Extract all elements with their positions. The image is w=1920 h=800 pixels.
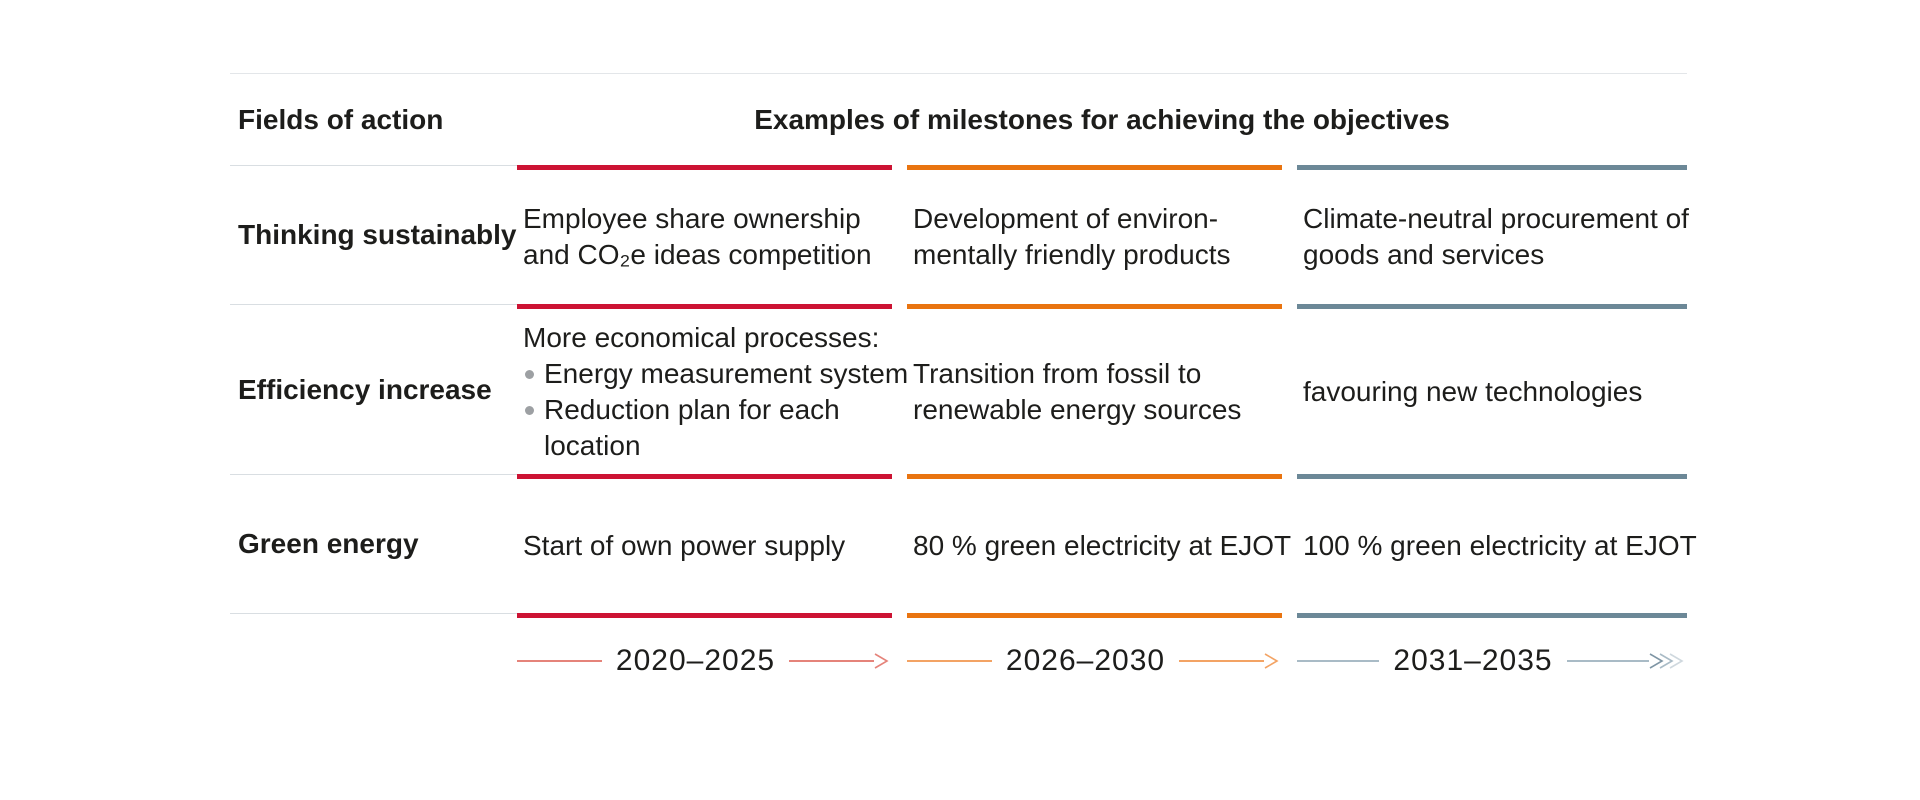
arrow-head-icon [1669, 652, 1684, 669]
table-row: Efficiency increase More economical proce… [230, 304, 1687, 474]
milestone-cell: Start of own power supply [517, 474, 892, 613]
column-gap [892, 613, 907, 703]
column-gap [1282, 165, 1297, 304]
milestone-text: More economical processes: [523, 321, 880, 353]
arrow-line [789, 659, 875, 662]
timeline-arrow: 2020–2025 [517, 618, 892, 703]
milestone-text: renewable energy sources [913, 393, 1242, 425]
bullet-list: Energy measurement system Reduction plan … [523, 356, 908, 464]
milestones-heading: Examples of milestones for achieving the… [754, 103, 1450, 135]
milestone-text: Climate-neutral procurement of [1303, 203, 1689, 234]
column-gap [1282, 474, 1297, 613]
milestone-text: Energy measurement system [544, 357, 909, 389]
table-body: Thinking sustainably Employee share owner… [230, 165, 1697, 613]
milestone-text: favouring new technologies [1303, 375, 1643, 407]
timeline-period-label: 2020–2025 [615, 643, 776, 677]
milestone-cell: Development of environ-mentally friendly… [907, 165, 1282, 304]
milestone-cell: Transition from fossil to renewable energ… [907, 304, 1282, 474]
arrow-head-icon [1659, 652, 1674, 669]
arrow-line [517, 659, 602, 662]
timeline-label-cell [230, 613, 517, 703]
column-gap [892, 165, 907, 304]
column-gap [892, 474, 907, 613]
milestone-text: Start of own power supply [523, 530, 846, 561]
fade-chevrons-icon [1649, 650, 1687, 672]
column-gap [892, 304, 907, 474]
table-row: Thinking sustainably Employee share owner… [230, 165, 1689, 304]
milestone-cell: favouring new technologies [1297, 304, 1687, 474]
milestone-text: Development of environ- [913, 203, 1219, 234]
column-gap [1282, 613, 1297, 703]
list-item: Reduction plan for each location [523, 392, 892, 464]
list-item: Energy measurement system [523, 356, 908, 392]
milestone-text: Employee share ownership [523, 203, 861, 234]
column-gap [1282, 304, 1297, 474]
arrow-head-icon [874, 652, 889, 669]
row-label: Efficiency increase [230, 304, 517, 474]
milestone-cell: 100 % green electricity at EJOT [1297, 474, 1697, 613]
timeline-segment: 2031–2035 [1297, 613, 1687, 703]
table-header-row: Fields of action Examples of milestones … [230, 73, 1687, 165]
milestone-text: 100 % green electricity at EJOT [1303, 530, 1697, 561]
timeline-segment: 2026–2030 [907, 613, 1282, 703]
arrow-line [907, 659, 992, 662]
milestone-text: goods and services [1303, 239, 1545, 270]
milestone-text: and CO₂e ideas competition [523, 239, 872, 270]
timeline-segment: 2020–2025 [517, 613, 892, 703]
milestone-cell: 80 % green electricity at EJOT [907, 474, 1292, 613]
row-label: Green energy [230, 474, 517, 613]
bullet-text: Energy measurement system [544, 356, 908, 392]
milestones-table: Fields of action Examples of milestones … [230, 73, 1697, 703]
arrow-line [1297, 659, 1380, 662]
bullet-icon [525, 405, 534, 415]
milestone-cell: Employee share ownership and CO₂e ideas c… [517, 165, 892, 304]
milestone-cell: Climate-neutral procurement of goods and … [1297, 165, 1689, 304]
arrow-head-icon [1264, 652, 1279, 669]
milestone-text: Reduction plan for each [544, 393, 840, 425]
milestone-text: location [544, 429, 641, 461]
table-row: Green energy Start of own power supply 80 … [230, 474, 1697, 613]
fields-of-action-heading: Fields of action [238, 103, 444, 135]
milestone-text: 80 % green electricity at EJOT [913, 530, 1292, 561]
bullet-text: Reduction plan for each location [544, 392, 840, 464]
milestone-text: mentally friendly products [913, 239, 1231, 270]
arrow-head-icon [1649, 652, 1664, 669]
milestone-cell: More economical processes: Energy measure… [517, 304, 908, 474]
timeline: 2020–2025 2026–2030 2031–2035 [230, 613, 1687, 703]
timeline-period-label: 2026–2030 [1005, 643, 1166, 677]
arrow-line [1179, 659, 1265, 662]
milestone-text: Transition from fossil to [913, 357, 1202, 389]
bullet-icon [525, 369, 534, 379]
timeline-period-label: 2031–2035 [1393, 643, 1553, 677]
row-label: Thinking sustainably [230, 165, 517, 304]
arrow-line [1566, 659, 1650, 662]
timeline-arrow: 2031–2035 [1297, 618, 1687, 703]
timeline-arrow: 2026–2030 [907, 618, 1282, 703]
